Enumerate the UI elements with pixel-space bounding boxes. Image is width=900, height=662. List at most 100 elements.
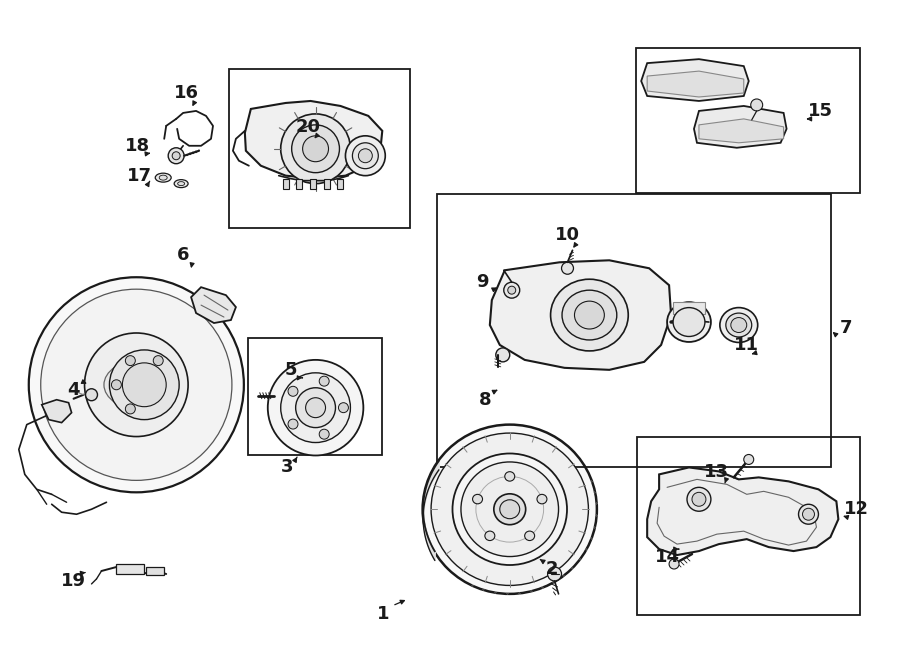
Circle shape [125, 355, 135, 365]
Polygon shape [191, 287, 236, 323]
Circle shape [29, 277, 244, 493]
Polygon shape [641, 59, 749, 101]
Circle shape [168, 148, 184, 164]
Circle shape [353, 143, 378, 169]
Text: 6: 6 [177, 246, 189, 264]
Circle shape [320, 429, 329, 439]
Bar [147, 567, 164, 575]
Polygon shape [647, 467, 839, 555]
Bar [323, 179, 329, 189]
Ellipse shape [673, 308, 705, 336]
Ellipse shape [667, 302, 711, 342]
Bar [637, 436, 860, 615]
Circle shape [86, 389, 97, 401]
Circle shape [302, 136, 328, 162]
Ellipse shape [159, 175, 167, 180]
Text: 13: 13 [705, 463, 729, 481]
Text: 8: 8 [479, 391, 491, 408]
Circle shape [803, 508, 815, 520]
Text: 14: 14 [654, 548, 680, 566]
Ellipse shape [720, 308, 758, 342]
Text: 9: 9 [477, 273, 489, 291]
Circle shape [358, 149, 373, 163]
Text: 5: 5 [284, 361, 297, 379]
Ellipse shape [525, 531, 535, 541]
Text: 1: 1 [377, 605, 390, 623]
Circle shape [547, 567, 562, 581]
Circle shape [281, 114, 350, 183]
Circle shape [288, 387, 298, 397]
Circle shape [798, 504, 818, 524]
Ellipse shape [485, 531, 495, 541]
Circle shape [110, 350, 179, 420]
Circle shape [338, 402, 348, 412]
Polygon shape [699, 119, 784, 143]
Text: 10: 10 [555, 226, 580, 244]
Ellipse shape [431, 433, 589, 585]
Circle shape [281, 373, 350, 442]
Ellipse shape [423, 424, 597, 594]
Text: 7: 7 [840, 319, 852, 337]
Ellipse shape [500, 500, 519, 519]
Text: 18: 18 [125, 137, 150, 155]
Circle shape [751, 99, 762, 111]
Polygon shape [694, 106, 787, 148]
Ellipse shape [155, 173, 171, 182]
Circle shape [320, 376, 329, 386]
Bar [636, 48, 860, 193]
Circle shape [743, 455, 753, 465]
Bar [229, 69, 410, 228]
Polygon shape [673, 302, 705, 314]
Polygon shape [245, 101, 382, 179]
Polygon shape [490, 260, 671, 370]
Ellipse shape [494, 494, 526, 525]
Text: 12: 12 [844, 500, 868, 518]
Text: 20: 20 [296, 118, 321, 136]
Ellipse shape [453, 453, 567, 565]
Circle shape [296, 388, 336, 428]
Circle shape [40, 289, 232, 481]
Ellipse shape [177, 181, 184, 185]
Circle shape [504, 282, 519, 298]
Polygon shape [41, 400, 72, 422]
Bar [310, 179, 316, 189]
Ellipse shape [537, 495, 547, 504]
Circle shape [125, 404, 135, 414]
Circle shape [122, 363, 166, 406]
Ellipse shape [551, 279, 628, 351]
Text: 11: 11 [734, 336, 760, 354]
Bar [116, 564, 144, 574]
Text: 2: 2 [545, 560, 558, 578]
Circle shape [153, 355, 163, 365]
Text: 16: 16 [174, 84, 199, 102]
Circle shape [692, 493, 706, 506]
Circle shape [508, 286, 516, 294]
Circle shape [669, 559, 679, 569]
Ellipse shape [574, 301, 604, 329]
Ellipse shape [562, 290, 617, 340]
Text: 3: 3 [281, 458, 292, 477]
Ellipse shape [104, 360, 178, 410]
Circle shape [112, 380, 122, 390]
Text: 4: 4 [68, 381, 80, 399]
Circle shape [85, 333, 188, 436]
Text: 17: 17 [127, 167, 152, 185]
Circle shape [292, 125, 339, 173]
Ellipse shape [461, 462, 559, 557]
Circle shape [687, 487, 711, 511]
Circle shape [172, 152, 180, 160]
Bar [248, 338, 382, 455]
Circle shape [268, 360, 364, 455]
Ellipse shape [175, 179, 188, 187]
Circle shape [562, 262, 573, 274]
Ellipse shape [505, 472, 515, 481]
Ellipse shape [731, 318, 747, 332]
Circle shape [346, 136, 385, 175]
Bar [338, 179, 344, 189]
Bar [296, 179, 302, 189]
Bar [437, 193, 832, 467]
Text: 19: 19 [61, 572, 86, 590]
Ellipse shape [472, 495, 482, 504]
Ellipse shape [725, 313, 752, 337]
Polygon shape [647, 71, 743, 97]
